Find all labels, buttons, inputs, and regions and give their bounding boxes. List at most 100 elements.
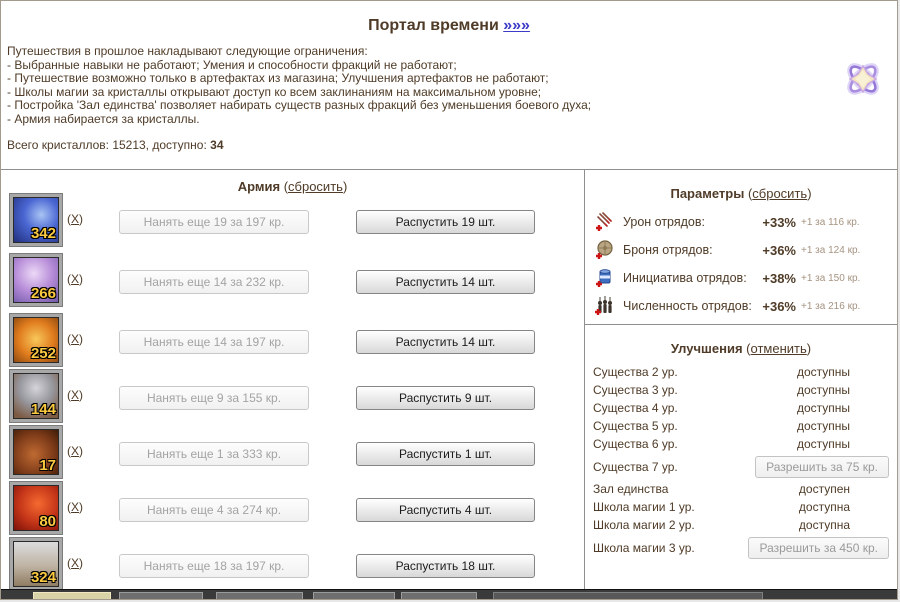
remove-stack-link[interactable]: (X) — [67, 212, 83, 226]
page-title-text: Портал времени — [368, 17, 499, 34]
dismiss-button[interactable]: Распустить 14 шт. — [356, 270, 535, 294]
param-row: Численность отрядов: +36% +1 за 216 кр. — [585, 292, 897, 320]
creature-icon[interactable]: 252 — [13, 317, 59, 363]
upgrade-label: Школа магии 2 ур. — [593, 518, 695, 532]
red-demon-icon — [14, 486, 58, 530]
upgrade-row: Существа 7 ур. Разрешить за 75 кр. — [585, 453, 897, 480]
dismiss-button[interactable]: Распустить 1 шт. — [356, 442, 535, 466]
upgrade-row: Существа 3 ур. доступны — [585, 381, 897, 399]
upgrade-row: Существа 2 ур. доступны — [585, 363, 897, 381]
upgrade-label: Существа 7 ур. — [593, 459, 678, 474]
creature-icon[interactable]: 266 — [13, 257, 59, 303]
upgrade-label: Существа 4 ур. — [593, 401, 678, 415]
remove-stack-link[interactable]: (X) — [67, 444, 83, 458]
dismiss-button[interactable]: Распустить 19 шт. — [356, 210, 535, 234]
remove-stack-link[interactable]: (X) — [67, 332, 83, 346]
paren: ) — [79, 272, 84, 286]
white-armored-creature-icon — [14, 542, 58, 586]
upgrade-label: Существа 6 ур. — [593, 437, 678, 451]
hire-button[interactable]: Нанять еще 9 за 155 кр. — [119, 386, 309, 410]
param-row: Броня отрядов: +36% +1 за 124 кр. — [585, 236, 897, 264]
paren: ( — [67, 500, 71, 514]
armor-icon — [593, 239, 617, 261]
portal-arrows-link[interactable]: »»» — [503, 17, 530, 34]
allow-upgrade-button[interactable]: Разрешить за 75 кр. — [755, 455, 889, 478]
paren: ( — [747, 186, 753, 201]
remove-stack-link[interactable]: (X) — [67, 556, 83, 570]
param-label: Численность отрядов: — [623, 299, 752, 313]
parameters-reset-link[interactable]: сбросить — [752, 186, 808, 201]
restriction-line: - Армия набирается за кристаллы. — [7, 111, 200, 126]
paren: ( — [746, 341, 751, 356]
hire-button[interactable]: Нанять еще 4 за 274 кр. — [119, 498, 309, 522]
upgrade-status: доступна — [798, 500, 850, 514]
hire-button[interactable]: Нанять еще 14 за 232 кр. — [119, 270, 309, 294]
army-section-title: Армия (сбросить) — [1, 179, 584, 194]
creature-icon[interactable]: 17 — [13, 429, 59, 475]
param-label: Инициатива отрядов: — [623, 271, 747, 285]
page-title: Портал времени »»» — [1, 17, 897, 35]
upgrades-title-text: Улучшения — [670, 341, 743, 356]
x-link[interactable]: X — [71, 332, 80, 346]
upgrades-section: Улучшения (отменить) Существа 2 ур. дост… — [585, 325, 897, 590]
troops-count-icon — [593, 295, 617, 317]
upgrade-label: Школа магии 1 ур. — [593, 500, 695, 514]
x-link[interactable]: X — [71, 444, 80, 458]
parameters-title: Параметры (сбросить) — [585, 186, 897, 201]
param-value: +36% — [762, 242, 796, 258]
upgrade-label: Существа 2 ур. — [593, 365, 678, 379]
x-link[interactable]: X — [71, 556, 80, 570]
parameters-section: Параметры (сбросить) — [585, 170, 897, 325]
hire-button[interactable]: Нанять еще 1 за 333 кр. — [119, 442, 309, 466]
remove-stack-link[interactable]: (X) — [67, 272, 83, 286]
creature-icon[interactable]: 80 — [13, 485, 59, 531]
creature-icon[interactable]: 144 — [13, 373, 59, 419]
x-link[interactable]: X — [71, 388, 80, 402]
army-row: 342 (X) Нанять еще 19 за 197 кр. Распуст… — [1, 197, 584, 253]
hire-button[interactable]: Нанять еще 18 за 197 кр. — [119, 554, 309, 578]
param-row: Урон отрядов: +33% +1 за 116 кр. — [585, 208, 897, 236]
paren: ) — [79, 500, 84, 514]
remove-stack-link[interactable]: (X) — [67, 500, 83, 514]
allow-upgrade-button[interactable]: Разрешить за 450 кр. — [748, 536, 889, 559]
upgrade-status: доступны — [796, 401, 850, 415]
creature-icon[interactable]: 342 — [13, 197, 59, 243]
dismiss-button[interactable]: Распустить 4 шт. — [356, 498, 535, 522]
time-portal-artifact-icon — [841, 57, 885, 101]
paren: ) — [79, 444, 84, 458]
upgrade-status: доступны — [796, 383, 850, 397]
upgrade-row: Зал единства доступен — [585, 480, 897, 498]
creature-icon[interactable]: 324 — [13, 541, 59, 587]
hire-button[interactable]: Нанять еще 14 за 197 кр. — [119, 330, 309, 354]
paren: ( — [283, 179, 289, 194]
cutoff-element — [33, 592, 111, 599]
army-row: 80 (X) Нанять еще 4 за 274 кр. Распустит… — [1, 485, 584, 541]
hire-button[interactable]: Нанять еще 19 за 197 кр. — [119, 210, 309, 234]
upgrades-cancel-link[interactable]: отменить — [750, 341, 807, 356]
creature-count: 17 — [39, 457, 56, 474]
param-label: Урон отрядов: — [623, 215, 706, 229]
x-link[interactable]: X — [71, 272, 80, 286]
army-title-text: Армия — [237, 179, 281, 194]
parameters-title-text: Параметры — [670, 186, 745, 201]
crystals-text: Всего кристаллов: 15213, доступно: — [7, 138, 211, 152]
brown-beast-icon — [14, 430, 58, 474]
param-value: +38% — [762, 270, 796, 286]
helmet-soldier-icon — [14, 374, 58, 418]
upgrade-label: Существа 3 ур. — [593, 383, 678, 397]
remove-stack-link[interactable]: (X) — [67, 388, 83, 402]
x-link[interactable]: X — [71, 212, 80, 226]
upgrade-status: доступны — [796, 437, 850, 451]
orange-forest-fairy-icon — [14, 318, 58, 362]
army-reset-link[interactable]: сбросить — [288, 179, 343, 194]
dismiss-button[interactable]: Распустить 9 шт. — [356, 386, 535, 410]
dismiss-button[interactable]: Распустить 14 шт. — [356, 330, 535, 354]
x-link[interactable]: X — [71, 500, 80, 514]
paren: ) — [79, 332, 84, 346]
army-row: 144 (X) Нанять еще 9 за 155 кр. Распусти… — [1, 373, 584, 429]
param-upgrade-cost: +1 за 150 кр. — [801, 272, 861, 284]
creature-count: 144 — [30, 401, 56, 418]
dismiss-button[interactable]: Распустить 18 шт. — [356, 554, 535, 578]
upgrade-status: доступна — [798, 518, 850, 532]
